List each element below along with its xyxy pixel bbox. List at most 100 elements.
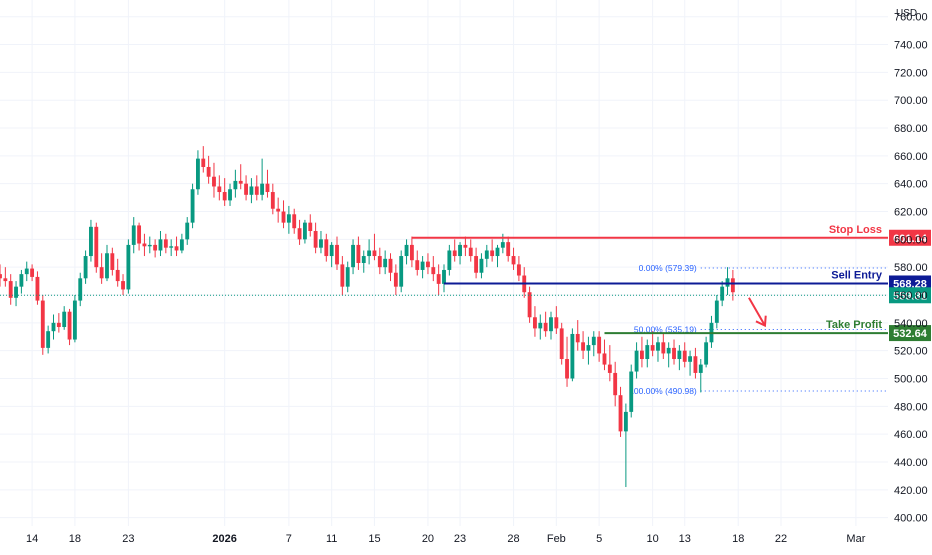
candle-body bbox=[110, 253, 115, 270]
candle-body bbox=[559, 328, 564, 360]
candle-body bbox=[254, 186, 259, 195]
candle bbox=[319, 230, 323, 254]
candle bbox=[495, 244, 500, 268]
candle bbox=[693, 347, 698, 379]
candle-body bbox=[682, 350, 687, 362]
candle-body bbox=[94, 226, 99, 268]
current-price-tag-text: 559.81 bbox=[893, 290, 927, 302]
candle bbox=[725, 267, 730, 296]
candle bbox=[463, 236, 468, 257]
candle bbox=[244, 175, 248, 201]
level-label-take-profit: Take Profit bbox=[826, 319, 882, 331]
candle bbox=[436, 264, 441, 296]
fibonacci-retracement[interactable]: 0.00% (579.39) 50.00% (535.19) 100.00% (49… bbox=[629, 263, 888, 396]
candle-body bbox=[169, 246, 174, 248]
candle-body bbox=[142, 243, 147, 247]
candle-body bbox=[115, 269, 120, 282]
candle-body bbox=[533, 317, 537, 329]
candle-body bbox=[345, 267, 350, 287]
candle bbox=[169, 239, 174, 257]
candle bbox=[474, 247, 479, 279]
candle-body bbox=[46, 331, 51, 348]
candle bbox=[565, 336, 569, 387]
candle-body bbox=[458, 244, 462, 257]
candle bbox=[645, 339, 650, 368]
candle-body bbox=[607, 364, 612, 373]
candle bbox=[233, 169, 238, 198]
candle-body bbox=[442, 269, 446, 284]
candle bbox=[656, 336, 660, 362]
candle bbox=[78, 272, 83, 307]
candle-body bbox=[185, 222, 190, 240]
price-axis[interactable]: USD 400.00 420.00 440.00 460.00 480.00 500.00… bbox=[894, 8, 928, 525]
candle-body bbox=[212, 176, 216, 187]
candle-body bbox=[99, 267, 104, 279]
candle-body bbox=[511, 256, 516, 265]
arrow-shaft[interactable] bbox=[748, 297, 766, 327]
candle-body bbox=[217, 186, 222, 193]
candle-body bbox=[484, 250, 489, 259]
candle bbox=[335, 236, 339, 270]
candle-body bbox=[388, 258, 393, 273]
candle bbox=[575, 320, 580, 351]
candle bbox=[618, 386, 623, 437]
x-tick-label: 15 bbox=[368, 533, 380, 545]
x-tick-label: 11 bbox=[326, 533, 337, 545]
candle bbox=[704, 336, 709, 368]
candle bbox=[260, 158, 265, 201]
candle bbox=[420, 256, 425, 279]
candle-body bbox=[351, 244, 355, 268]
candle-body bbox=[137, 225, 142, 244]
candle bbox=[468, 239, 473, 262]
candle-body bbox=[238, 180, 243, 184]
candle bbox=[67, 308, 72, 346]
candle-body bbox=[623, 411, 628, 432]
candle-body bbox=[153, 244, 158, 251]
candle bbox=[490, 239, 495, 262]
candle bbox=[89, 219, 93, 262]
candle-body bbox=[158, 239, 163, 251]
y-tick-label: 600.00 bbox=[894, 234, 928, 246]
arrow-head[interactable] bbox=[755, 315, 767, 328]
candle bbox=[110, 247, 115, 276]
candle-body bbox=[420, 261, 425, 270]
candle-body bbox=[677, 350, 682, 360]
candle-body bbox=[335, 244, 339, 265]
candle-body bbox=[308, 222, 313, 231]
candle bbox=[46, 325, 51, 354]
candle-body bbox=[147, 244, 152, 247]
candle bbox=[602, 339, 607, 371]
y-tick-label: 500.00 bbox=[894, 373, 928, 385]
candle-body bbox=[490, 250, 495, 257]
x-tick-label: 13 bbox=[679, 533, 691, 545]
candle-body bbox=[121, 281, 125, 290]
candle-body bbox=[720, 286, 725, 301]
candle bbox=[228, 183, 232, 206]
candle bbox=[484, 244, 489, 268]
candle bbox=[254, 175, 259, 201]
projection-arrow[interactable] bbox=[748, 297, 767, 328]
candle-body bbox=[244, 183, 248, 195]
candle bbox=[201, 146, 206, 173]
candle bbox=[623, 403, 628, 488]
time-axis[interactable]: 14 18 23 2026 7 11 15 20 23 28 Feb 5 10 13 18 22 Mar bbox=[26, 533, 866, 545]
candle bbox=[94, 222, 99, 273]
candle-body bbox=[426, 261, 430, 268]
candle bbox=[581, 331, 586, 360]
candle bbox=[714, 295, 719, 329]
candle-body bbox=[629, 371, 634, 412]
price-tag-bg bbox=[889, 229, 931, 246]
candle-body bbox=[516, 264, 521, 276]
candle-body bbox=[89, 226, 93, 257]
candle bbox=[217, 175, 222, 201]
candle-body bbox=[565, 359, 569, 379]
x-tick-label: 14 bbox=[26, 533, 38, 545]
candle bbox=[14, 281, 18, 307]
candle-body bbox=[714, 300, 719, 323]
candle-body bbox=[313, 230, 318, 248]
x-tick-label: 10 bbox=[647, 533, 659, 545]
candle bbox=[40, 295, 45, 355]
